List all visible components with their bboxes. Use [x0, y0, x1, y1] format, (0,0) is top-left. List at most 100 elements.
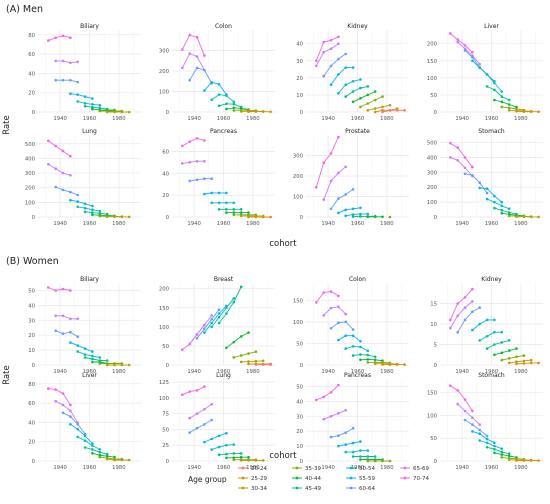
data-point	[54, 167, 57, 170]
legend-label: 30-34	[251, 486, 267, 492]
data-point	[464, 173, 467, 176]
data-point	[69, 318, 72, 321]
legend-label: 70-74	[413, 476, 429, 482]
data-point	[84, 211, 87, 214]
data-point	[210, 98, 213, 101]
data-point	[322, 314, 325, 317]
data-point	[203, 160, 206, 163]
legend-label: 40-44	[305, 476, 321, 482]
data-point	[337, 412, 340, 415]
data-point	[196, 389, 199, 392]
series-line-40-44	[353, 92, 375, 102]
series-line-65-69	[324, 307, 346, 316]
data-point	[69, 423, 72, 426]
data-point	[91, 350, 94, 353]
y-tick-label: 200	[25, 186, 36, 192]
data-point	[330, 327, 333, 330]
y-tick-label: 40	[28, 420, 35, 426]
y-tick-label: 300	[25, 171, 36, 177]
data-point	[203, 177, 206, 180]
series-line-70-74	[48, 389, 70, 405]
data-point	[501, 351, 504, 354]
data-point	[530, 362, 533, 365]
x-tick-label: 1940	[455, 116, 469, 122]
data-point	[478, 63, 481, 66]
x-tick-label: 1940	[53, 465, 67, 471]
data-point	[486, 442, 489, 445]
data-point	[493, 442, 496, 445]
series-line-55-59	[338, 208, 360, 213]
series-line-25-29	[517, 363, 539, 364]
series-line-55-59	[480, 188, 502, 202]
data-point	[344, 193, 347, 196]
data-point	[188, 180, 191, 183]
x-tick-label: 1940	[187, 369, 201, 375]
y-tick-label: 125	[159, 380, 169, 386]
x-tick-label: 1980	[514, 465, 528, 471]
legend-item-20-24: 20-24	[238, 466, 267, 472]
data-point	[225, 192, 228, 195]
data-point	[218, 312, 221, 315]
data-point	[456, 159, 459, 162]
data-point	[344, 215, 347, 218]
data-point	[255, 110, 258, 113]
data-point	[367, 460, 370, 463]
series-line-30-34	[241, 361, 263, 362]
data-point	[188, 161, 191, 164]
data-point	[337, 197, 340, 200]
y-tick-label: 0	[434, 110, 438, 116]
data-point	[240, 335, 243, 338]
data-point	[478, 66, 481, 69]
series-line-60-64	[197, 310, 219, 339]
x-tick-label: 1940	[321, 369, 335, 375]
data-point	[464, 319, 467, 322]
data-point	[359, 458, 362, 461]
legend-item-55-59: 55-59	[346, 476, 375, 482]
data-point	[69, 404, 72, 407]
x-tick-label: 1980	[112, 116, 126, 122]
legend-swatch-point	[296, 477, 299, 480]
data-point	[106, 111, 109, 114]
data-point	[359, 449, 362, 452]
data-point	[225, 457, 228, 460]
data-point	[471, 56, 474, 59]
legend-item-30-34: 30-34	[238, 486, 267, 492]
data-point	[530, 459, 533, 462]
data-point	[486, 435, 489, 438]
data-point	[501, 447, 504, 450]
section-xlabel-women: cohort	[269, 451, 297, 461]
data-point	[233, 452, 236, 455]
data-point	[493, 445, 496, 448]
data-point	[367, 216, 370, 219]
legend-label: 35-39	[305, 466, 321, 472]
data-point	[389, 460, 392, 463]
data-point	[374, 111, 377, 114]
data-point	[54, 388, 57, 391]
series-line-45-49	[219, 104, 241, 107]
series-line-40-44	[494, 100, 516, 107]
y-tick-label: 200	[159, 69, 170, 75]
data-point	[359, 353, 362, 356]
y-tick-label: 0	[434, 459, 438, 465]
data-point	[523, 360, 526, 363]
data-point	[389, 216, 392, 219]
section-ylabel-women: Rate	[2, 365, 12, 385]
data-point	[121, 459, 124, 462]
data-point	[501, 90, 504, 93]
y-tick-label: 30	[296, 59, 303, 65]
data-point	[449, 319, 452, 322]
data-point	[322, 75, 325, 78]
data-point	[456, 41, 459, 44]
panel-title: Colon	[349, 276, 366, 283]
data-point	[337, 73, 340, 76]
series-line-40-44	[226, 457, 248, 458]
data-point	[196, 333, 199, 336]
data-point	[330, 65, 333, 68]
data-point	[501, 209, 504, 212]
data-point	[188, 34, 191, 37]
data-point	[508, 109, 511, 112]
data-point	[76, 436, 79, 439]
x-tick-label: 1940	[53, 369, 67, 375]
data-point	[225, 432, 228, 435]
